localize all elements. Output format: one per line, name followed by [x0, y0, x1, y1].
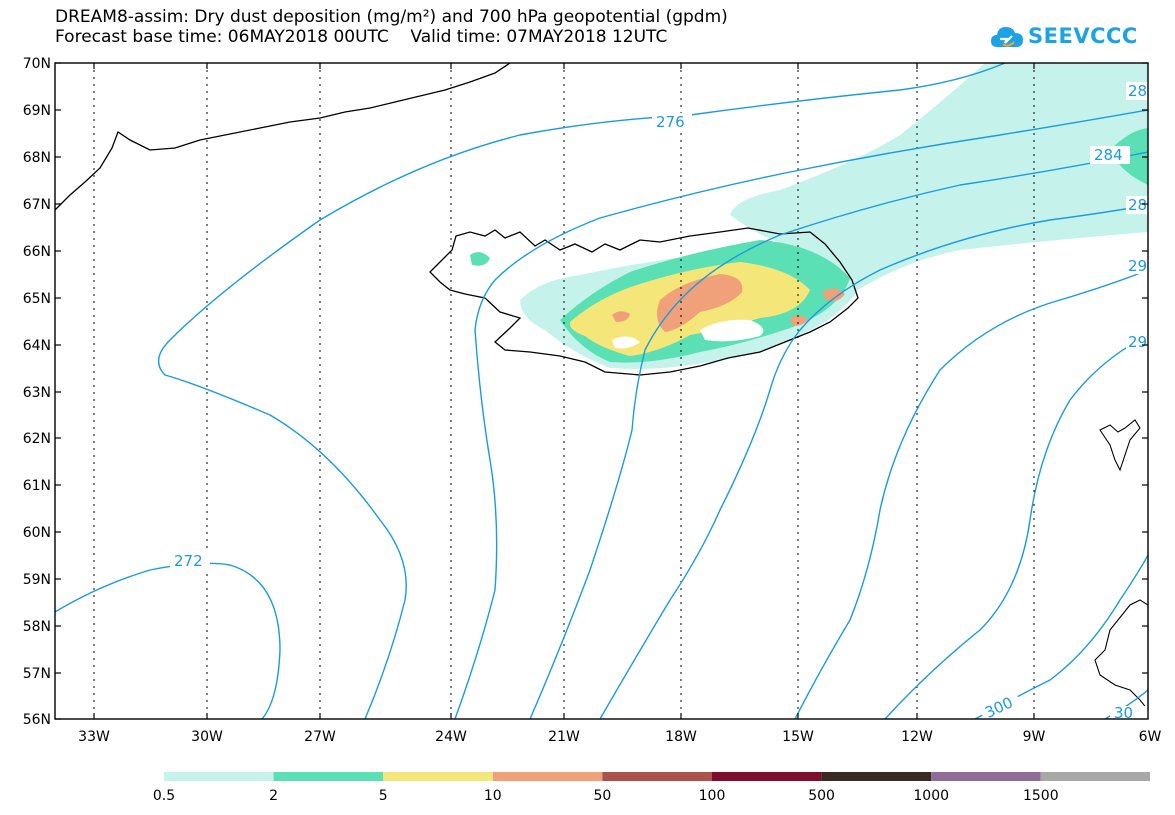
contour-label-284: 284 [1094, 146, 1123, 164]
contour-label-28-mid: 28 [1128, 196, 1147, 214]
dust-deposition-field [470, 63, 1148, 369]
lat-label-59n: 59N [23, 572, 51, 588]
colorbar-swatch-8 [931, 772, 1041, 781]
lat-label-70n: 70N [23, 56, 51, 72]
lat-label-63n: 63N [23, 385, 51, 401]
iceland-coastline [429, 227, 859, 376]
greenland-coastline [54, 62, 511, 211]
colorbar-swatch-5 [602, 772, 712, 781]
geopotential-contours [55, 63, 1148, 719]
colorbar-swatch-7 [821, 772, 932, 781]
colorbar-swatch-3 [383, 772, 493, 781]
contour-label-29-b: 29 [1128, 333, 1147, 351]
graticule [93, 63, 1035, 719]
lat-label-64n: 64N [23, 338, 51, 354]
contour-labels: 276 284 272 300 28 28 29 29 30 [170, 82, 1148, 723]
lat-label-69n: 69N [23, 103, 51, 119]
contour-label-29-a: 29 [1128, 257, 1147, 275]
colorbar-swatch-4 [492, 772, 603, 781]
lat-label-58n: 58N [23, 619, 51, 635]
contour-label-276: 276 [656, 113, 685, 131]
colorbar: 0.5 2 5 10 50 100 500 1000 1500 [153, 772, 1150, 804]
colorbar-label-5: 100 [699, 788, 726, 804]
lon-label-18w: 18W [665, 729, 697, 745]
lon-label-33w: 33W [78, 729, 110, 745]
contour-label-28-top: 28 [1128, 82, 1147, 100]
seevccc-logo: SEEVCCC [990, 16, 1138, 56]
colorbar-label-6: 500 [808, 788, 835, 804]
map-title: DREAM8-assim: Dry dust deposition (mg/m²… [55, 7, 728, 27]
logo-text: SEEVCCC [1028, 24, 1138, 48]
colorbar-label-1: 2 [269, 788, 278, 804]
colorbar-swatch-2 [273, 772, 384, 781]
colorbar-label-7: 1000 [913, 788, 949, 804]
scotland-coast [1094, 599, 1149, 712]
lon-label-27w: 27W [304, 729, 336, 745]
colorbar-swatch-6 [712, 772, 822, 781]
colorbar-label-0: 0.5 [153, 788, 175, 804]
cloud-icon [991, 27, 1023, 47]
lon-label-12w: 12W [901, 729, 933, 745]
latitude-axis: 70N 69N 68N 67N 66N 65N 64N 63N 62N 61N … [23, 56, 1148, 728]
lat-label-67n: 67N [23, 197, 51, 213]
colorbar-label-2: 5 [379, 788, 388, 804]
faroe-islands-coast [1099, 419, 1141, 472]
lon-label-9w: 9W [1023, 729, 1046, 745]
contour-label-272: 272 [174, 552, 203, 570]
lat-label-57n: 57N [23, 666, 51, 682]
contour-label-30: 30 [1114, 704, 1133, 722]
colorbar-label-4: 50 [593, 788, 611, 804]
colorbar-label-3: 10 [484, 788, 502, 804]
lat-label-61n: 61N [23, 478, 51, 494]
colorbar-swatch-1 [164, 772, 274, 781]
longitude-axis: 33W 30W 27W 24W 21W 18W 15W 12W 9W 6W [78, 63, 1162, 745]
lat-label-62n: 62N [23, 431, 51, 447]
map-subtitle: Forecast base time: 06MAY2018 00UTC Vali… [55, 27, 668, 47]
lat-label-68n: 68N [23, 150, 51, 166]
lon-label-21w: 21W [548, 729, 580, 745]
lat-label-65n: 65N [23, 291, 51, 307]
colorbar-label-8: 1500 [1023, 788, 1059, 804]
lon-label-24w: 24W [435, 729, 467, 745]
colorbar-swatch-9 [1040, 772, 1150, 781]
lat-label-66n: 66N [23, 244, 51, 260]
map-frame [54, 62, 1149, 720]
lon-label-30w: 30W [191, 729, 223, 745]
lon-label-15w: 15W [782, 729, 814, 745]
lon-label-6w: 6W [1139, 729, 1162, 745]
lat-label-56n: 56N [23, 712, 51, 728]
lat-label-60n: 60N [23, 525, 51, 541]
